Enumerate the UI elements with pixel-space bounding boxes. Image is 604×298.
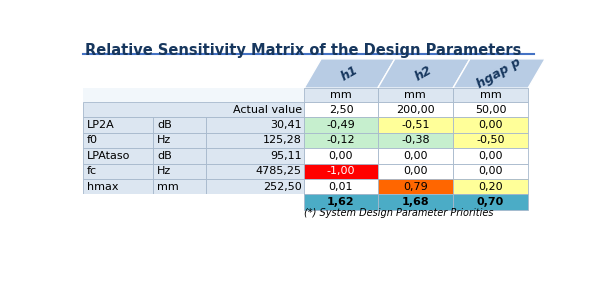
Text: mm: mm — [405, 90, 426, 100]
Bar — [83, 133, 153, 148]
Bar — [153, 179, 206, 194]
Bar — [304, 133, 378, 148]
Text: -0,50: -0,50 — [477, 136, 505, 145]
Text: -0,51: -0,51 — [401, 120, 429, 130]
Text: Hz: Hz — [157, 136, 171, 145]
Text: 0,00: 0,00 — [403, 151, 428, 161]
Text: 200,00: 200,00 — [396, 105, 435, 115]
Text: fc: fc — [87, 166, 97, 176]
Bar — [206, 133, 304, 148]
Bar — [453, 194, 528, 210]
Bar — [304, 117, 378, 133]
Text: 0,79: 0,79 — [403, 182, 428, 192]
Bar — [378, 102, 453, 117]
Bar — [83, 117, 153, 133]
Bar — [83, 179, 153, 194]
Text: -1,00: -1,00 — [327, 166, 355, 176]
Bar — [153, 164, 206, 179]
Text: h2: h2 — [413, 63, 435, 83]
Text: 30,41: 30,41 — [270, 120, 302, 130]
Text: 125,28: 125,28 — [263, 136, 302, 145]
Text: -0,49: -0,49 — [327, 120, 355, 130]
Bar — [453, 148, 528, 164]
Text: hmax: hmax — [87, 182, 118, 192]
Text: Relative Sensitivity Matrix of the Design Parameters: Relative Sensitivity Matrix of the Desig… — [85, 44, 521, 58]
Text: 252,50: 252,50 — [263, 182, 302, 192]
Text: 1,68: 1,68 — [402, 197, 429, 207]
Bar — [453, 88, 528, 102]
Text: 4785,25: 4785,25 — [256, 166, 302, 176]
Polygon shape — [304, 59, 395, 88]
Text: -0,12: -0,12 — [327, 136, 355, 145]
Bar — [83, 194, 304, 210]
Text: 2,50: 2,50 — [329, 105, 353, 115]
Text: 50,00: 50,00 — [475, 105, 506, 115]
Bar — [153, 133, 206, 148]
Text: 0,70: 0,70 — [477, 197, 504, 207]
Bar — [453, 133, 528, 148]
Text: mm: mm — [480, 90, 501, 100]
Text: 0,20: 0,20 — [478, 182, 503, 192]
Bar — [453, 102, 528, 117]
Bar — [83, 88, 304, 102]
Bar — [206, 179, 304, 194]
Text: 0,00: 0,00 — [478, 166, 503, 176]
Bar — [453, 164, 528, 179]
Bar — [206, 148, 304, 164]
Bar — [153, 148, 206, 164]
Text: f0: f0 — [87, 136, 98, 145]
Bar — [453, 179, 528, 194]
Bar — [206, 117, 304, 133]
Text: 95,11: 95,11 — [270, 151, 302, 161]
Bar — [378, 194, 453, 210]
Text: 0,01: 0,01 — [329, 182, 353, 192]
Bar — [378, 164, 453, 179]
Text: Actual value: Actual value — [233, 105, 302, 115]
Text: h1: h1 — [339, 63, 361, 83]
Text: (*) System Design Parameter Priorities: (*) System Design Parameter Priorities — [304, 208, 493, 218]
Bar — [304, 164, 378, 179]
Polygon shape — [378, 59, 470, 88]
Text: hgap p: hgap p — [475, 56, 523, 91]
Bar — [304, 148, 378, 164]
Text: mm: mm — [330, 90, 352, 100]
Bar — [378, 88, 453, 102]
Text: 0,00: 0,00 — [478, 120, 503, 130]
Text: dB: dB — [157, 151, 172, 161]
Bar — [304, 102, 378, 117]
Text: LP2A: LP2A — [87, 120, 115, 130]
Bar — [83, 164, 153, 179]
Bar — [83, 102, 304, 117]
Bar — [206, 164, 304, 179]
Text: dB: dB — [157, 120, 172, 130]
Bar — [304, 194, 378, 210]
Text: 0,00: 0,00 — [329, 151, 353, 161]
Bar — [304, 179, 378, 194]
Text: mm: mm — [157, 182, 179, 192]
Bar — [378, 133, 453, 148]
Text: LPAtaso: LPAtaso — [87, 151, 130, 161]
Bar — [378, 179, 453, 194]
Text: -0,38: -0,38 — [401, 136, 429, 145]
Bar — [378, 148, 453, 164]
Text: Hz: Hz — [157, 166, 171, 176]
Bar — [304, 88, 378, 102]
Bar — [153, 117, 206, 133]
Bar — [378, 117, 453, 133]
Bar — [453, 117, 528, 133]
Polygon shape — [453, 59, 545, 88]
Text: 0,00: 0,00 — [478, 151, 503, 161]
Bar — [83, 148, 153, 164]
Text: 0,00: 0,00 — [403, 166, 428, 176]
Text: 1,62: 1,62 — [327, 197, 355, 207]
